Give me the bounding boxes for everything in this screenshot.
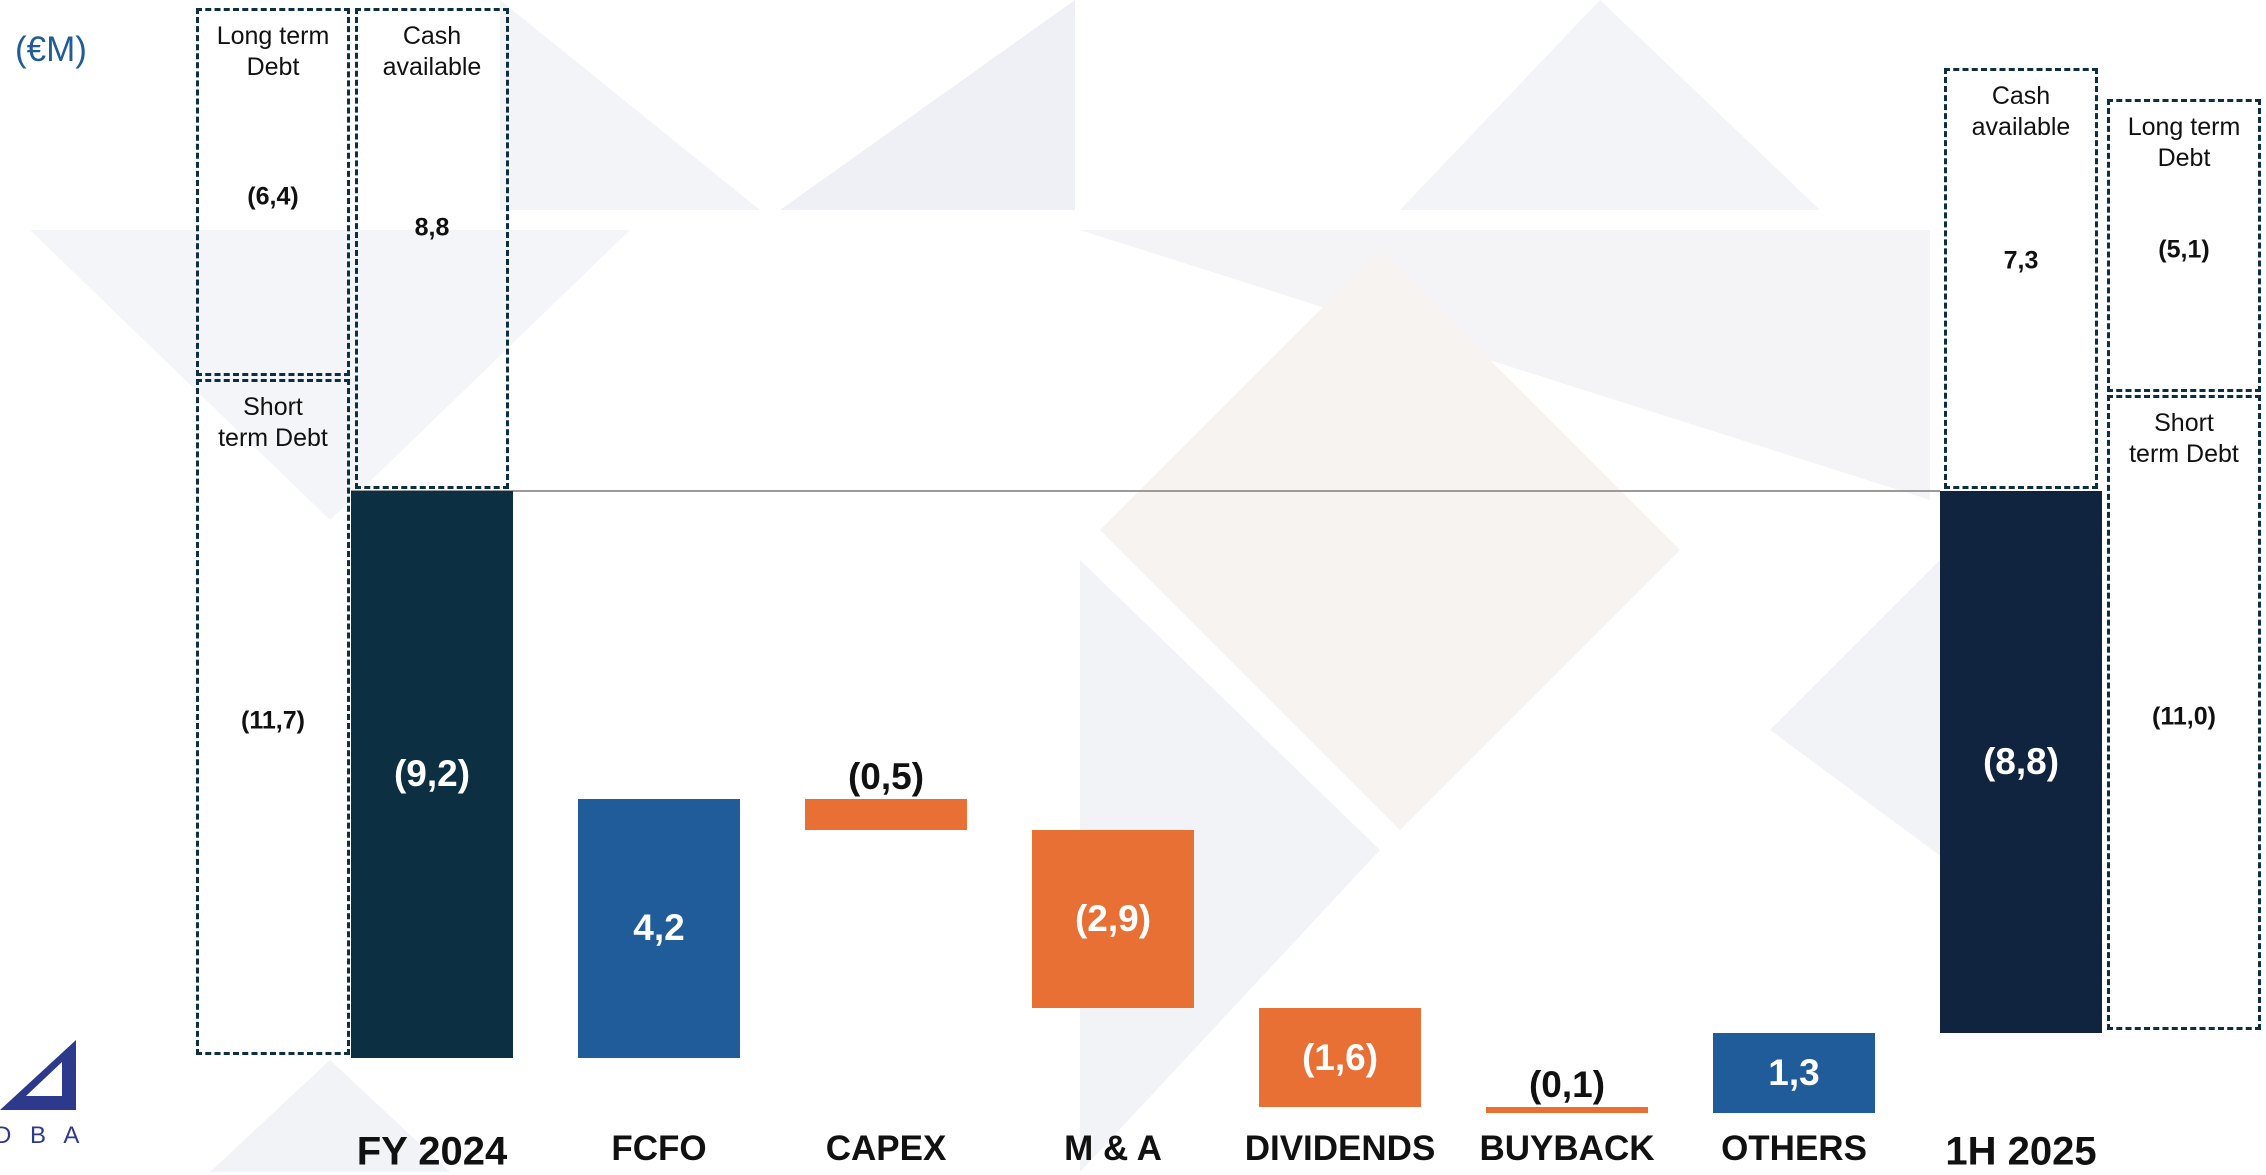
x-tick-label: FY 2024 bbox=[356, 1129, 508, 1174]
bar-label: (0,1) bbox=[1528, 1063, 1606, 1105]
bar bbox=[805, 798, 967, 830]
cash-box: Cash available 7,3 bbox=[1944, 67, 2098, 489]
bg-shape bbox=[1100, 250, 1680, 830]
x-tick-label: BUYBACK bbox=[1479, 1129, 1655, 1168]
bar bbox=[1486, 1106, 1648, 1113]
x-tick-label: OTHERS bbox=[1721, 1129, 1867, 1168]
box-label: Short term Debt bbox=[218, 393, 328, 453]
box-value: (11,7) bbox=[241, 706, 305, 735]
debt-box: Long term Debt (6,4) bbox=[196, 8, 350, 377]
x-tick-label: CAPEX bbox=[825, 1129, 947, 1168]
bar bbox=[1713, 1032, 1875, 1113]
box-label: Long term Debt bbox=[2127, 113, 2241, 173]
box-value: (6,4) bbox=[247, 182, 299, 211]
x-tick-label: 1H 2025 bbox=[1945, 1129, 2097, 1174]
x-tick-label: DIVIDENDS bbox=[1244, 1129, 1436, 1168]
bar-label: (8,8) bbox=[1982, 740, 2060, 782]
bar-label: 4,2 bbox=[633, 907, 685, 949]
x-tick-label: M & A bbox=[1064, 1129, 1162, 1168]
x-tick-label: FCFO bbox=[611, 1129, 707, 1168]
bg-shape bbox=[780, 0, 1075, 210]
debt-box: Short term Debt (11,7) bbox=[196, 379, 350, 1055]
bar bbox=[351, 491, 513, 1058]
bar-label: (0,5) bbox=[847, 755, 925, 797]
bar-label: 1,3 bbox=[1768, 1051, 1820, 1093]
bg-shape bbox=[1080, 230, 1930, 500]
bg-shape bbox=[210, 1060, 450, 1172]
bg-shape bbox=[500, 0, 760, 210]
cash-box: Cash available 8,8 bbox=[355, 8, 509, 489]
bar-label: (9,2) bbox=[393, 753, 471, 795]
box-value: 8,8 bbox=[414, 213, 450, 242]
debt-box: Short term Debt (11,0) bbox=[2107, 395, 2261, 1030]
logo-text: D B A bbox=[0, 1122, 86, 1149]
debt-box: Long term Debt (5,1) bbox=[2107, 99, 2261, 393]
box-value: (11,0) bbox=[2152, 702, 2216, 731]
bar bbox=[1940, 491, 2102, 1033]
bar bbox=[578, 798, 740, 1058]
unit-label: (€M) bbox=[15, 30, 87, 69]
logo-mark bbox=[26, 1062, 62, 1096]
bg-shape bbox=[1080, 560, 1380, 1172]
bar bbox=[1259, 1008, 1421, 1107]
bar-label: (2,9) bbox=[1074, 898, 1152, 939]
bar-label: (1,6) bbox=[1301, 1036, 1379, 1078]
box-label: Long term Debt bbox=[216, 22, 330, 81]
bar bbox=[1032, 829, 1194, 1009]
box-label: Cash available bbox=[382, 22, 482, 81]
box-value: 7,3 bbox=[2003, 246, 2039, 275]
bg-shape bbox=[1400, 0, 1820, 210]
box-label: Cash available bbox=[1971, 81, 2071, 141]
box-label: Short term Debt bbox=[2129, 409, 2239, 469]
box-value: (5,1) bbox=[2158, 235, 2210, 264]
